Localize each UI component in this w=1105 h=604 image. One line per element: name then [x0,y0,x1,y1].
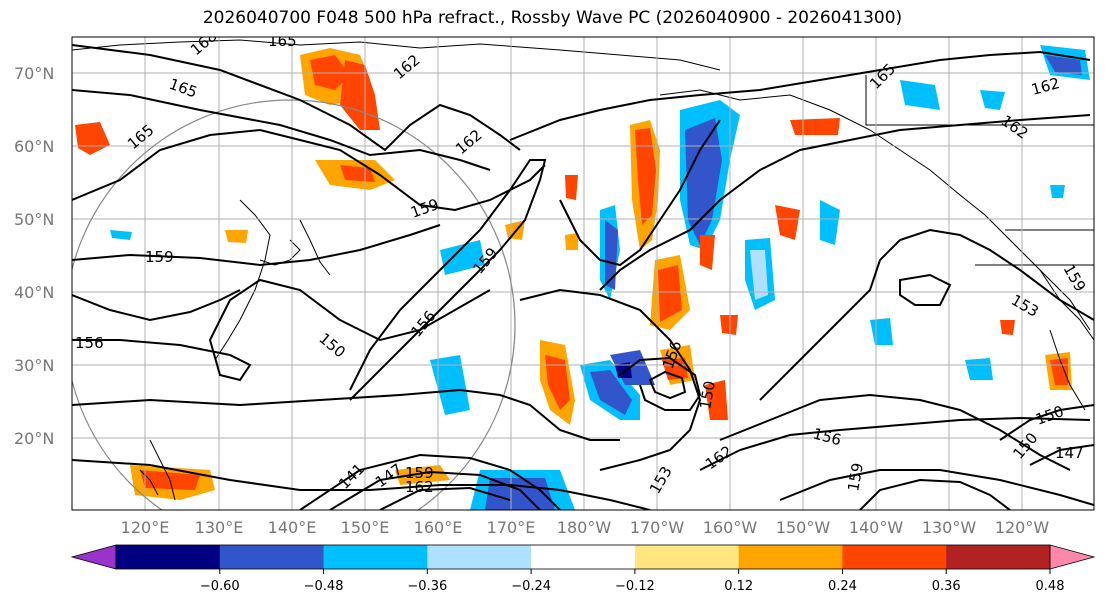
colorbar-tick-label: 0.24 [828,579,857,594]
colorbar-tick-label: 0.48 [1036,579,1065,594]
colorbar-extend-high [1049,544,1096,570]
colorbar-extend-low [70,544,117,570]
lon-label: 130°E [195,518,244,537]
lon-label: 170°E [487,518,536,537]
lon-label: 180°W [557,518,612,537]
colorbar-swatch [427,545,532,569]
colorbar-swatch [842,545,947,569]
contour-label: 147 [1055,444,1084,462]
refractivity-contours [72,44,1094,510]
lat-label: 50°N [14,210,54,229]
colorbar-swatch [634,545,740,569]
colorbar-swatch [946,545,1051,569]
colorbar-tick-label: −0.12 [615,579,655,594]
contour-label: 159 [844,461,867,492]
reference-circle [72,99,516,510]
colorbar-tick-label: 0.12 [724,579,753,594]
latitude-labels: 70°N 60°N 50°N 40°N 30°N 20°N [14,64,54,448]
lon-label: 160°W [703,518,758,537]
colorbar-tick-label: −0.48 [304,579,344,594]
lat-label: 20°N [14,429,54,448]
lon-label: 150°W [776,518,831,537]
lon-label: 170°W [630,518,685,537]
map-background [72,37,1094,510]
lat-label: 60°N [14,137,54,156]
contour-label: 150 [696,379,719,410]
contour-label: 159 [145,248,174,266]
colorbar-frame [115,544,1051,570]
colorbar-swatch [219,545,325,569]
colorbar-tick-label: 0.36 [932,579,961,594]
colorbar-swatch [116,545,221,569]
contour-label: 156 [75,334,104,352]
contour-label: 159 [405,464,434,482]
lon-label: 140°W [849,518,904,537]
colorbar-tick-label: −0.36 [407,579,447,594]
contour-label: 165 [268,32,297,50]
lat-label: 40°N [14,283,54,302]
colorbar: −0.60 −0.48 −0.36 −0.24 −0.12 0.12 0.24 0.36 0.4… [70,544,1096,594]
lon-label: 130°W [922,518,977,537]
colorbar-tick-label: −0.60 [200,579,240,594]
colorbar-swatch [738,545,843,569]
colorbar-swatch [531,545,636,569]
contour-label: 162 [405,478,434,496]
map-title: 2026040700 F048 500 hPa refract., Rossby… [202,8,903,28]
lon-label: 150°E [341,518,390,537]
map-frame [71,36,1095,511]
lon-label: 140°E [268,518,317,537]
lon-label: 120°W [995,518,1050,537]
lat-label: 30°N [14,356,54,375]
colorbar-swatch [323,545,428,569]
lon-label: 120°E [121,518,170,537]
longitude-labels: 120°E 130°E 140°E 150°E 160°E 170°E 180°… [121,518,1050,537]
anomaly-shading [75,45,1090,510]
lat-label: 70°N [14,64,54,83]
lon-label: 160°E [414,518,463,537]
colorbar-tick-label: −0.24 [511,579,551,594]
